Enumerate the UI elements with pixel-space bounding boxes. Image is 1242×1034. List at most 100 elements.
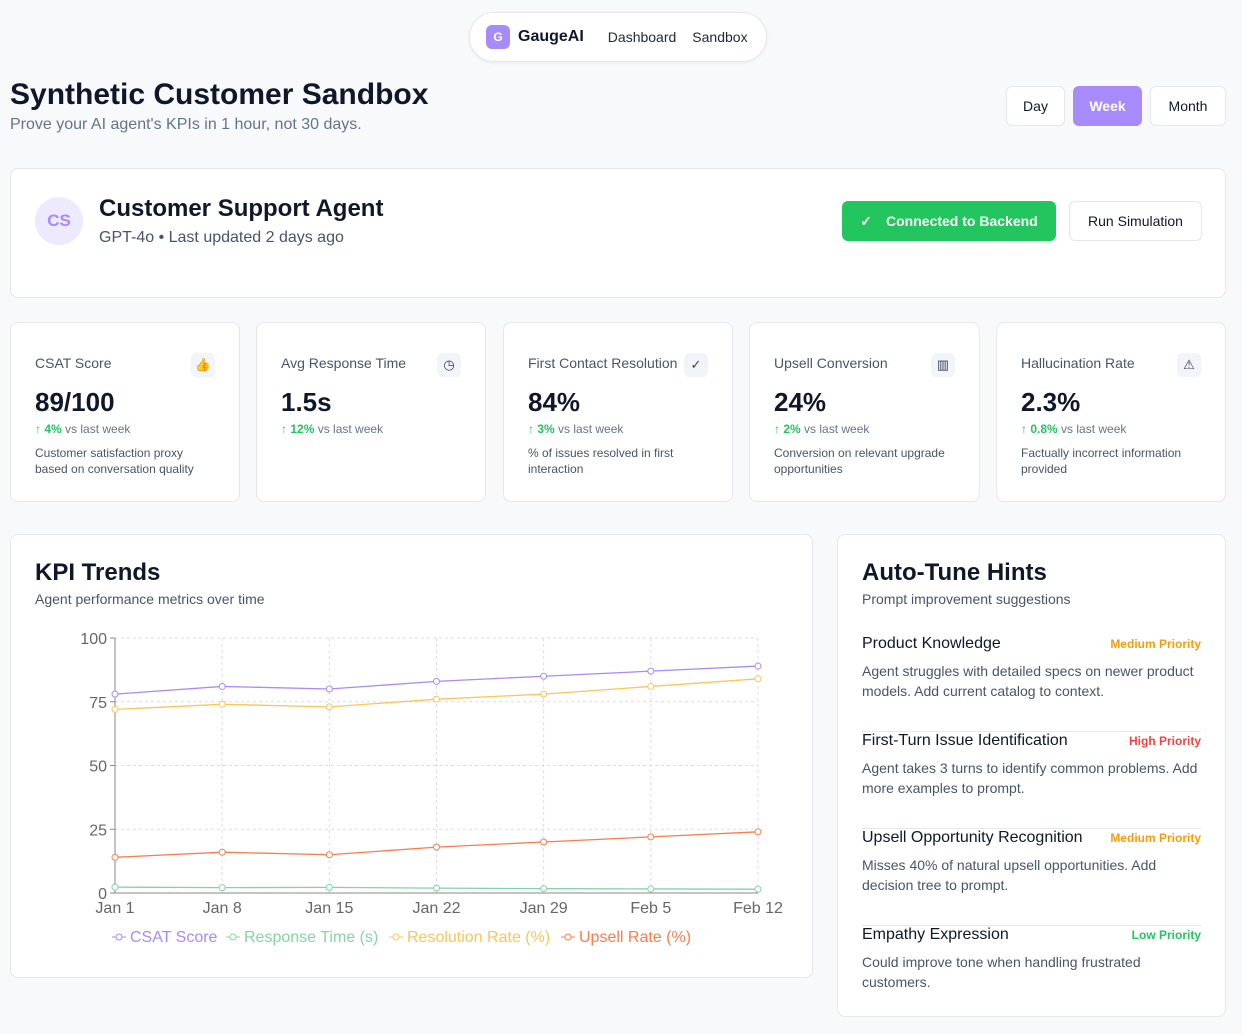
x-tick-label: Jan 1 [95,900,134,917]
data-point [647,885,655,893]
brand-name[interactable]: GaugeAI [518,28,584,45]
kpi-change: ↑ 12% vs last week [281,422,383,436]
kpi-change: ↑ 0.8% vs last week [1021,422,1126,436]
kpi-change: ↑ 3% vs last week [528,422,623,436]
range-day[interactable]: Day [1006,86,1065,126]
data-point [754,885,762,893]
hint-description: Agent struggles with detailed specs on n… [862,663,1194,699]
arrow-up-icon: ↑ [35,422,45,436]
hint-title: Empathy Expression [862,926,1009,943]
data-point [218,700,226,708]
kpi-change-suffix: vs last week [65,422,131,436]
kpi-trends-panel: KPI Trends Agent performance metrics ove… [10,534,813,978]
data-point [111,853,119,861]
data-point [325,685,333,693]
data-point [540,672,548,680]
data-point [433,695,440,703]
x-tick-label: Jan 8 [203,900,242,917]
kpi-change: ↑ 2% vs last week [774,422,869,436]
trends-subtitle: Agent performance metrics over time [35,591,265,607]
legend-marker [229,933,237,941]
x-tick-label: Feb 12 [733,900,783,917]
legend-label: Response Time (s) [244,929,378,946]
kpi-description: Factually incorrect information provided [1021,446,1182,476]
range-week[interactable]: Week [1073,86,1142,126]
arrow-up-icon: ↑ [528,422,538,436]
data-point [754,675,762,683]
y-tick-label: 50 [89,759,107,776]
hint-title: Upsell Opportunity Recognition [862,829,1083,846]
y-tick-label: 0 [98,886,107,903]
data-point [111,705,119,713]
kpi-change-value: 3% [537,422,555,436]
check-circle-icon: ✓ [860,212,873,229]
data-point [647,682,655,690]
kpi-card: CSAT Score 👍 89/100 ↑ 4% vs last week Cu… [10,322,240,502]
kpi-change-value: 4% [44,422,62,436]
kpi-description: Conversion on relevant upgrade opportuni… [774,446,945,476]
data-point [647,667,655,675]
legend-marker [115,933,123,941]
kpi-change: ↑ 4% vs last week [35,422,130,436]
hints-subtitle: Prompt improvement suggestions [862,591,1071,607]
data-point [433,884,440,892]
connected-status-button[interactable]: ✓ Connected to Backend [842,201,1056,241]
page-title: Synthetic Customer Sandbox [10,78,429,111]
kpi-card: Avg Response Time ◷ 1.5s ↑ 12% vs last w… [256,322,486,502]
data-point [325,883,333,891]
kpi-label: CSAT Score [35,355,112,371]
legend-label: Resolution Rate (%) [407,929,550,946]
x-tick-label: Jan 29 [520,900,568,917]
kpi-change-suffix: vs last week [1061,422,1127,436]
data-point [647,833,655,841]
kpi-description: % of issues resolved in first interactio… [528,446,674,476]
kpi-change-suffix: vs last week [558,422,624,436]
nav-sandbox[interactable]: Sandbox [692,29,748,45]
x-tick-label: Feb 5 [630,900,671,917]
legend-label: CSAT Score [130,929,218,946]
hint-priority: High Priority [1128,734,1201,748]
run-simulation-button[interactable]: Run Simulation [1069,201,1202,241]
kpi-value: 84% [528,387,581,417]
data-point [540,838,548,846]
kpi-card: Hallucination Rate ⚠ 2.3% ↑ 0.8% vs last… [996,322,1226,502]
kpi-change-value: 0.8% [1030,422,1058,436]
x-tick-label: Jan 22 [412,900,460,917]
kpi-value: 24% [774,387,827,417]
data-point [540,690,548,698]
legend-marker [392,933,400,941]
hint-item[interactable]: Empathy Expression Low Priority Could im… [862,926,1201,1023]
status-label: Connected to Backend [886,213,1038,229]
agent-avatar: CS [35,197,83,245]
kpi-value: 1.5s [281,387,332,417]
hint-item[interactable]: First-Turn Issue Identification High Pri… [862,732,1201,829]
trends-title: KPI Trends [35,559,161,586]
page-subtitle: Prove your AI agent's KPIs in 1 hour, no… [10,116,362,133]
y-tick-label: 25 [89,822,107,839]
hint-title: First-Turn Issue Identification [862,732,1068,749]
legend-marker [564,933,572,941]
range-month[interactable]: Month [1150,86,1226,126]
check-circle-icon: ✓ [684,353,708,377]
agent-meta: GPT-4o • Last updated 2 days ago [99,229,344,246]
data-point [540,885,548,893]
auto-tune-panel: Auto-Tune Hints Prompt improvement sugge… [837,534,1226,1017]
top-nav: G GaugeAI Dashboard Sandbox [469,12,767,62]
kpi-value: 89/100 [35,387,115,417]
hint-item[interactable]: Upsell Opportunity Recognition Medium Pr… [862,829,1201,926]
hint-priority: Medium Priority [1110,637,1201,651]
bar-chart-icon: ▥ [931,353,955,377]
kpi-label: First Contact Resolution [528,355,678,371]
data-point [218,848,226,856]
agent-name: Customer Support Agent [99,195,384,222]
hint-item[interactable]: Product Knowledge Medium Priority Agent … [862,635,1201,732]
hint-priority: Medium Priority [1110,831,1201,845]
data-point [325,851,333,859]
nav-dashboard[interactable]: Dashboard [607,29,677,45]
hint-description: Misses 40% of natural upsell opportuniti… [862,857,1157,893]
kpi-change-value: 2% [783,422,801,436]
agent-card: CS Customer Support Agent GPT-4o • Last … [10,168,1226,298]
kpi-card: Upsell Conversion ▥ 24% ↑ 2% vs last wee… [749,322,980,502]
kpi-label: Avg Response Time [281,355,407,371]
